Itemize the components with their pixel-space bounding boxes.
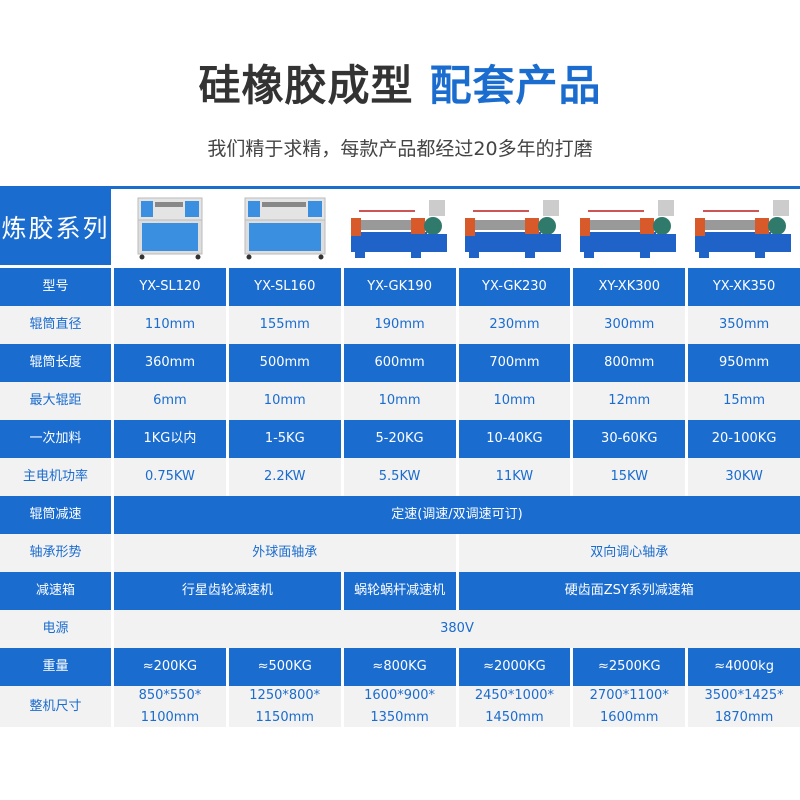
- spec-cell: 1600*900* 1350mm: [343, 686, 456, 727]
- machine-image: [244, 197, 326, 260]
- divider: [0, 186, 800, 189]
- spec-cell: 15KW: [573, 458, 686, 496]
- title-accent: 配套产品: [429, 61, 602, 110]
- spec-cell: 30KW: [688, 458, 800, 496]
- row-label: 辊筒长度: [0, 344, 111, 382]
- machine-image: [350, 200, 447, 258]
- spec-cell: 5-20KG: [343, 420, 456, 458]
- spec-cell: 10mm: [458, 382, 571, 420]
- spec-cell: YX-SL160: [228, 268, 341, 306]
- spec-cell: 30-60KG: [573, 420, 686, 458]
- spec-cell: 1KG以内: [114, 420, 226, 458]
- spec-cell: 700mm: [458, 344, 571, 382]
- machine-image: [465, 200, 562, 258]
- spec-cell: YX-SL120: [114, 268, 226, 306]
- row-label: 辊筒减速: [0, 496, 111, 534]
- page-title: 硅橡胶成型 配套产品: [0, 52, 800, 113]
- spec-cell: XY-XK300: [573, 268, 686, 306]
- spec-cell: YX-XK350: [688, 268, 800, 306]
- title-main: 硅橡胶成型: [198, 61, 414, 110]
- spec-cell: 15mm: [688, 382, 800, 420]
- product-image: [688, 189, 800, 265]
- spec-cell: 11KW: [458, 458, 571, 496]
- spec-cell: ≈500KG: [228, 648, 341, 686]
- row-label: 主电机功率: [0, 458, 111, 496]
- spec-cell: 12mm: [573, 382, 686, 420]
- spec-cell: 2.2KW: [228, 458, 341, 496]
- spec-cell: ≈2500KG: [573, 648, 686, 686]
- spec-cell: 行星齿轮减速机: [114, 572, 341, 610]
- spec-cell: 380V: [114, 610, 800, 648]
- spec-cell: YX-GK230: [458, 268, 571, 306]
- row-label: 最大辊距: [0, 382, 111, 420]
- machine-image: [695, 200, 792, 258]
- spec-cell: 600mm: [343, 344, 456, 382]
- spec-cell: 110mm: [114, 306, 226, 344]
- row-label: 减速箱: [0, 572, 111, 610]
- spec-cell: 190mm: [343, 306, 456, 344]
- spec-cell: ≈800KG: [343, 648, 456, 686]
- row-label: 轴承形势: [0, 534, 111, 572]
- spec-cell: 360mm: [114, 344, 226, 382]
- spec-cell: 500mm: [228, 344, 341, 382]
- row-label: 辊筒直径: [0, 306, 111, 344]
- spec-cell: 0.75KW: [114, 458, 226, 496]
- spec-table: 炼胶系列 型号 YX-SL120 YX-SL160 YX-GK190 YX-GK230 X…: [0, 189, 800, 727]
- spec-cell: 6mm: [114, 382, 226, 420]
- spec-cell: 3500*1425* 1870mm: [688, 686, 800, 727]
- spec-cell: ≈4000kg: [688, 648, 800, 686]
- spec-cell: 20-100KG: [688, 420, 800, 458]
- product-image: [344, 189, 456, 265]
- machine-image: [137, 197, 203, 260]
- row-label: 重量: [0, 648, 111, 686]
- spec-cell: 10mm: [228, 382, 341, 420]
- row-label: 型号: [0, 268, 111, 306]
- spec-cell: 蜗轮蜗杆减速机: [343, 572, 456, 610]
- spec-cell: 230mm: [458, 306, 571, 344]
- product-image: [229, 189, 341, 265]
- spec-cell: ≈2000KG: [458, 648, 571, 686]
- spec-cell: 2700*1100* 1600mm: [573, 686, 686, 727]
- series-label: 炼胶系列: [0, 189, 111, 265]
- spec-cell: 2450*1000* 1450mm: [458, 686, 571, 727]
- row-label: 整机尺寸: [0, 686, 111, 727]
- spec-cell: 850*550* 1100mm: [114, 686, 226, 727]
- spec-cell: 300mm: [573, 306, 686, 344]
- spec-cell: 5.5KW: [343, 458, 456, 496]
- product-image: [114, 189, 226, 265]
- spec-cell: 外球面轴承: [114, 534, 456, 572]
- spec-cell: 双向调心轴承: [458, 534, 800, 572]
- row-label: 一次加料: [0, 420, 111, 458]
- spec-cell: 800mm: [573, 344, 686, 382]
- spec-cell: 定速(调速/双调速可订): [114, 496, 800, 534]
- spec-cell: YX-GK190: [343, 268, 456, 306]
- spec-cell: 155mm: [228, 306, 341, 344]
- spec-cell: 1-5KG: [228, 420, 341, 458]
- spec-cell: 1250*800* 1150mm: [228, 686, 341, 727]
- spec-cell: 硬齿面ZSY系列减速箱: [458, 572, 800, 610]
- spec-cell: ≈200KG: [114, 648, 226, 686]
- spec-cell: 10mm: [343, 382, 456, 420]
- product-image: [573, 189, 685, 265]
- row-label: 电源: [0, 610, 111, 648]
- spec-cell: 350mm: [688, 306, 800, 344]
- page-subtitle: 我们精于求精，每款产品都经过20多年的打磨: [207, 138, 593, 160]
- spec-cell: 950mm: [688, 344, 800, 382]
- machine-image: [580, 200, 677, 258]
- spec-cell: 10-40KG: [458, 420, 571, 458]
- product-image: [459, 189, 571, 265]
